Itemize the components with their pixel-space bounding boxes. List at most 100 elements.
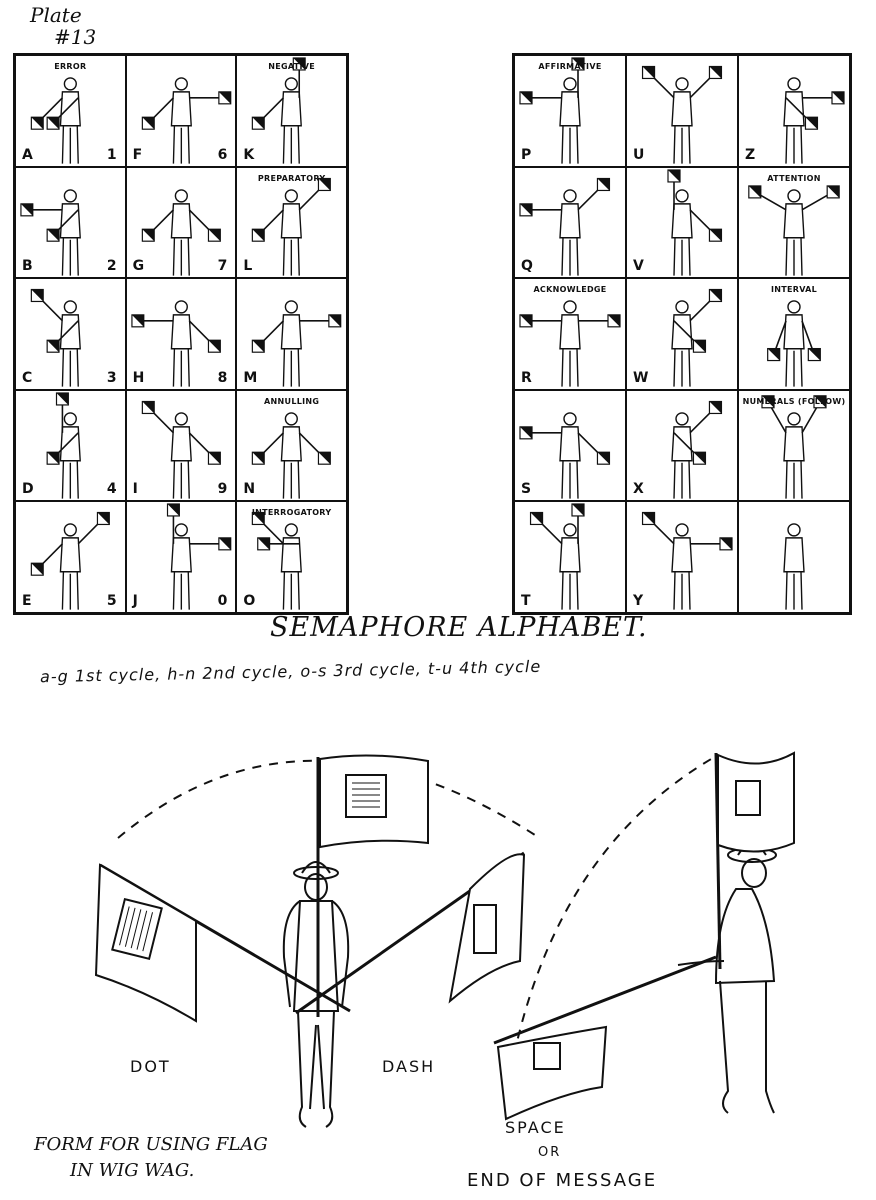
semaphore-caption: PREPARATORY [257,173,326,183]
semaphore-caption: INTERROGATORY [251,508,332,518]
semaphore-caption: ACKNOWLEDGE [533,285,607,295]
semaphore-cell: AFFIRMATIVE P [514,55,626,167]
semaphore-caption: ERROR [54,62,87,71]
semaphore-figure [30,77,81,164]
semaphore-figure [529,503,585,611]
semaphore-letter: R [521,369,532,386]
semaphore-digit: 0 [217,592,228,609]
semaphore-digit: 6 [217,146,228,163]
semaphore-digit: 2 [106,258,117,275]
semaphore-cell: V [626,166,738,279]
cycle-note: a-g 1st cycle, h-n 2nd cycle, o-s 3rd cy… [39,656,542,687]
semaphore-figure [519,300,621,387]
semaphore-cell: M [236,278,347,390]
semaphore-cell: ERROR A 1 [15,55,126,167]
semaphore-digit: 3 [106,369,117,386]
semaphore-digit: 9 [217,481,228,498]
semaphore-figure [783,77,845,164]
semaphore-cell: U [626,55,738,167]
semaphore-grid-right: AFFIRMATIVE P U Z Q V ATTENTION ACKNOWLEDGE R W IN… [512,53,852,615]
semaphore-digit: 7 [217,258,228,275]
semaphore-digit: 5 [106,592,117,609]
semaphore-caption: ANNULLING [264,396,320,406]
semaphore-letter: L [243,258,253,275]
semaphore-caption: INTERVAL [770,285,818,295]
semaphore-figure [783,523,805,611]
semaphore-letter: G [132,258,145,275]
semaphore-figure [519,177,611,276]
semaphore-caption: AFFIRMATIVE [538,62,602,71]
plate-label: Plate #13 [30,4,150,48]
semaphore-figure [761,395,827,499]
semaphore-caption: NEGATIVE [268,62,316,71]
form-caption-line1: FORM FOR USING FLAG [34,1134,268,1155]
wig-wag-illustration [94,751,795,1128]
form-caption: FORM FOR USING FLAG IN WIG WAG. [34,1132,268,1184]
semaphore-figure [519,412,611,499]
semaphore-cell: ANNULLING N [236,389,347,502]
semaphore-letter: S [521,481,532,498]
semaphore-letter: T [521,592,531,609]
semaphore-figure [641,512,733,611]
or-label: OR [538,1145,562,1160]
semaphore-figure [671,289,723,387]
semaphore-figure [30,289,81,387]
semaphore-letter: I [132,481,138,498]
semaphore-digit: 8 [217,369,228,386]
semaphore-cell: X [626,389,738,502]
semaphore-figure [131,300,221,387]
semaphore-letter: C [22,369,33,386]
semaphore-figure [519,57,585,164]
semaphore-figure [252,177,332,276]
dash-label: DASH [382,1057,436,1076]
semaphore-letter: N [243,481,256,498]
semaphore-letter: D [22,481,34,498]
semaphore-figure [141,400,221,499]
semaphore-figure [30,512,110,611]
semaphore-figure [641,65,723,164]
end-of-message-label: END OF MESSAGE [467,1170,658,1191]
semaphore-figure [667,168,723,276]
semaphore-letter: B [22,258,33,275]
semaphore-letter: E [22,592,32,609]
page-title: SEMAPHORE ALPHABET. [270,612,648,643]
semaphore-letter: Z [745,146,756,163]
semaphore-cell: ACKNOWLEDGE R [514,278,626,390]
semaphore-letter: J [132,592,138,609]
semaphore-digit: 4 [106,481,117,498]
semaphore-figure [252,412,332,499]
semaphore-figure [141,77,231,164]
semaphore-letter: M [243,369,258,386]
semaphore-letter: A [22,146,33,163]
plate-number: #13 [54,25,97,49]
semaphore-letter: W [633,369,649,386]
space-label: SPACE [505,1118,566,1137]
semaphore-grid-left: ERROR A 1 F 6 NEGATIVE K B 2 G 7 PREPARATORY L C 3 H 8 M D… [13,53,349,615]
semaphore-letter: P [521,146,532,163]
semaphore-cell: S [514,389,626,502]
semaphore-figure [252,57,307,164]
semaphore-figure [46,392,81,499]
semaphore-cell: INTERROGATORY O [236,501,347,613]
semaphore-letter: F [132,146,143,163]
semaphore-caption: ATTENTION [767,173,821,183]
semaphore-caption: NUMERALS (FOLLOW) [742,396,846,406]
semaphore-figure [141,188,221,276]
semaphore-letter: O [243,592,256,609]
semaphore-figure [20,188,81,276]
semaphore-figure [252,300,342,387]
semaphore-letter: Y [633,592,644,609]
semaphore-letter: Q [521,258,533,275]
semaphore-cell: INTERVAL [738,278,850,390]
semaphore-letter: X [633,481,644,498]
semaphore-figure [748,184,840,276]
